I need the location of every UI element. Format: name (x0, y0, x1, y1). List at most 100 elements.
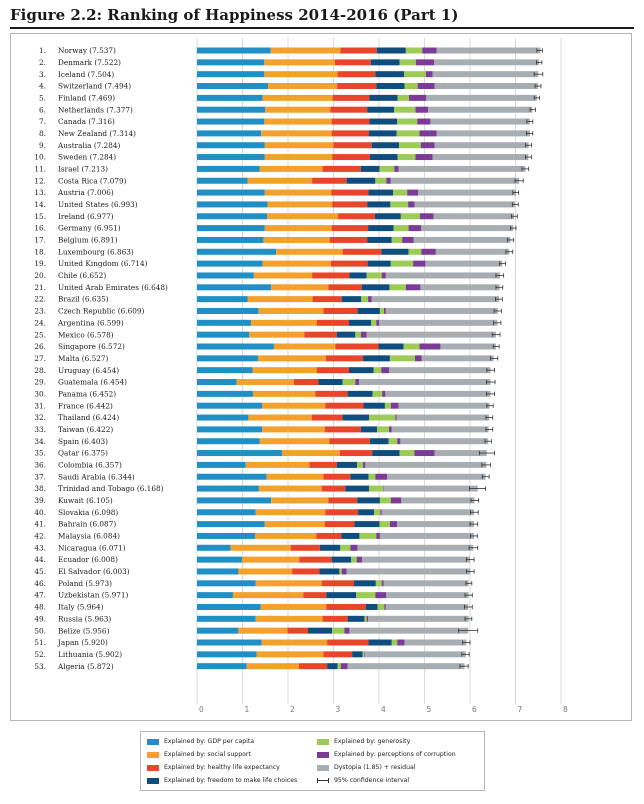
legend-item-freedom: Explained by: freedom to make life choic… (147, 777, 297, 784)
bar-segment (368, 225, 394, 232)
row-rank: 15. (34, 212, 46, 221)
bar-segment (197, 544, 231, 551)
row-label: Slovakia (6.098) (58, 508, 118, 517)
row-label: Switzerland (7.494) (58, 82, 131, 91)
bar-segment (255, 532, 317, 539)
bar-segment (377, 603, 385, 610)
confidence-interval (481, 462, 491, 468)
row-label: United Arab Emirates (6.648) (58, 283, 168, 292)
bar-segment (368, 639, 392, 646)
bar-segment (197, 592, 233, 599)
bar-segment (197, 343, 274, 350)
bar-segment (362, 556, 470, 563)
bar-segment (399, 59, 416, 66)
bar-segment (259, 438, 330, 445)
legend-swatch (317, 751, 329, 758)
legend-swatch (147, 751, 159, 758)
bar-segment (390, 402, 399, 409)
x-tick-label: 8 (563, 705, 568, 714)
bar-segment (360, 426, 378, 433)
bar-segment (347, 663, 465, 670)
bar-segment (373, 509, 381, 516)
bar-segment (319, 544, 341, 551)
row-label: Chile (6.652) (58, 271, 106, 280)
confidence-interval (510, 225, 517, 231)
bar-segment (311, 414, 343, 421)
bar-segment (329, 438, 370, 445)
confidence-interval (481, 474, 490, 479)
row-label: Finland (7.469) (58, 93, 115, 102)
bar-segment (266, 473, 324, 480)
confidence-interval (536, 60, 543, 65)
bar-segment (197, 414, 249, 421)
row-label: Qatar (6.375) (58, 449, 108, 458)
bar-segment (435, 248, 510, 255)
bar-segment (376, 47, 406, 54)
legend-label: Explained by: perceptions of corruption (334, 751, 456, 758)
bar-segment (342, 414, 369, 421)
legend-item-gdp: Explained by: GDP per capita (147, 738, 254, 745)
confidence-interval (469, 486, 486, 491)
bar-segment (391, 426, 489, 433)
bar-segment (360, 165, 380, 172)
bar-segment (414, 450, 435, 457)
bar-segment (276, 248, 343, 255)
bar-segment (282, 450, 340, 457)
bar-segment (399, 450, 415, 457)
row-label: Germany (6.951) (58, 224, 121, 233)
bar-segment (242, 556, 300, 563)
bar-segment (397, 154, 416, 161)
bar-segment (312, 177, 347, 184)
bar-segment (308, 627, 333, 634)
confidence-interval (490, 356, 499, 361)
bar-segment (373, 367, 382, 374)
bar-segment (389, 521, 398, 528)
row-label: Austria (7.006) (57, 188, 114, 197)
bar-segment (389, 367, 491, 374)
bar-segment (363, 461, 366, 468)
bar-segment (236, 379, 294, 386)
bar-segment (262, 260, 331, 267)
row-label: Ireland (6.977) (58, 212, 114, 221)
row-label: Nicaragua (6.071) (58, 543, 126, 552)
bar-segment (386, 592, 469, 599)
row-label: United Kingdom (6.714) (58, 259, 148, 268)
bar-segment (261, 639, 328, 646)
bar-segment (349, 272, 367, 279)
bar-segment (354, 521, 380, 528)
bar-segment (322, 615, 348, 622)
bar-segment (319, 568, 340, 575)
legend-swatch (147, 764, 159, 771)
bar-segment (322, 165, 361, 172)
row-label: Malaysia (6.084) (58, 532, 120, 541)
row-label: Luxembourg (6.863) (58, 247, 134, 256)
bar-segment (422, 47, 437, 54)
bar-segment (425, 71, 433, 78)
legend-item-generosity: Explained by: generosity (317, 738, 410, 745)
bar-segment (361, 284, 390, 291)
bar-segment (324, 521, 355, 528)
legend-item-corruption: Explained by: perceptions of corruption (317, 751, 456, 758)
confidence-interval (469, 521, 479, 527)
row-rank: 51. (34, 638, 46, 647)
bar-segment (358, 379, 491, 386)
bar-segment (238, 568, 293, 575)
bar-segment (252, 390, 316, 397)
bar-segment (197, 390, 253, 397)
row-label: Taiwan (6.422) (58, 425, 113, 434)
bar-segment (368, 473, 376, 480)
bar-segment (420, 284, 500, 291)
bar-segment (197, 438, 260, 445)
row-rank: 13. (34, 188, 46, 197)
bar-segment (401, 497, 475, 504)
x-tick-label: 5 (427, 705, 432, 714)
legend-label: 95% confidence interval (334, 777, 410, 784)
bar-segment (357, 544, 474, 551)
row-rank: 4. (39, 82, 46, 91)
bar-segment (264, 142, 334, 149)
row-label: Netherlands (7.377) (58, 105, 133, 114)
bar-segment (436, 130, 531, 137)
row-label: Algeria (5.872) (57, 662, 114, 671)
confidence-interval (464, 616, 473, 622)
row-label: Costa Rica (7.079) (58, 176, 127, 185)
